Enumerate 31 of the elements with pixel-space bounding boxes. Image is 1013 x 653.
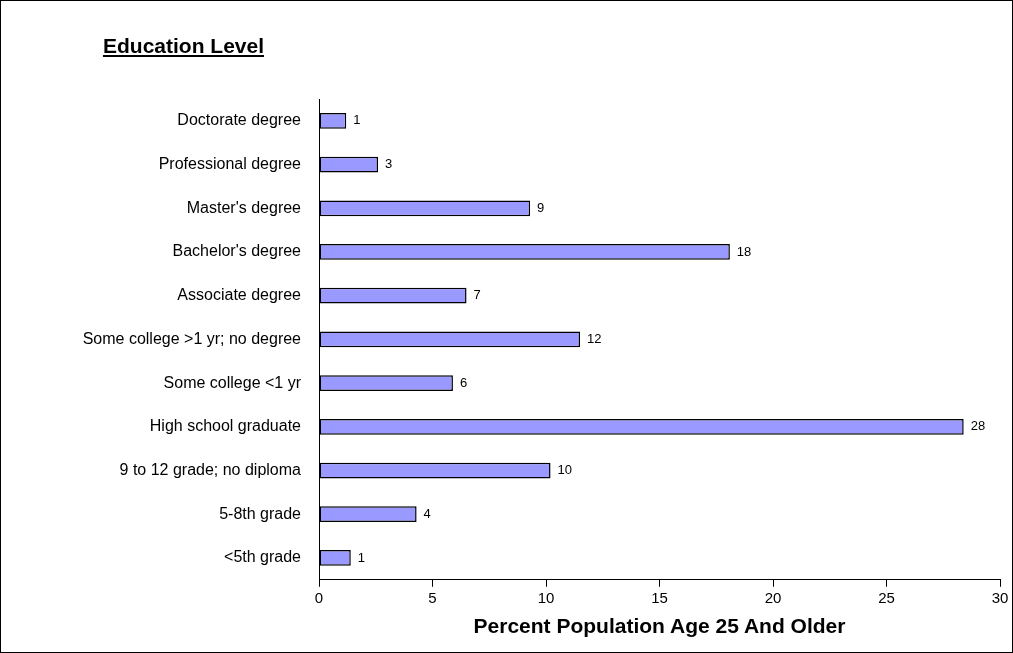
x-tick-label: 20 — [764, 588, 782, 606]
y-tick-label: Some college >1 yr; no degree — [82, 329, 302, 347]
data-label: 1 — [353, 112, 361, 128]
x-tick-label: 25 — [878, 588, 895, 606]
y-tick-label: 9 to 12 grade; no diploma — [119, 460, 302, 478]
y-tick-label: High school graduate — [149, 417, 302, 435]
y-tick-label: 5-8th grade — [219, 504, 302, 522]
data-label: 9 — [537, 199, 545, 215]
data-label: 4 — [423, 505, 431, 521]
data-label: 3 — [385, 156, 393, 172]
data-label: 28 — [970, 418, 986, 434]
x-tick-label: 10 — [537, 588, 555, 606]
data-label: 10 — [557, 462, 573, 478]
y-tick-label: Associate degree — [177, 286, 302, 304]
data-label: 18 — [736, 243, 752, 259]
data-label: 6 — [459, 374, 468, 390]
y-tick-label: Bachelor's degree — [172, 242, 302, 260]
data-label: 12 — [587, 330, 602, 346]
data-label: 7 — [473, 287, 481, 303]
y-tick-label: Professional degree — [158, 154, 302, 172]
y-tick-label: Master's degree — [186, 198, 302, 216]
y-tick-label: <5th grade — [224, 548, 302, 566]
data-label: 1 — [357, 549, 366, 565]
y-axis-title: Education Level — [101, 33, 265, 59]
x-tick-label: 0 — [314, 588, 324, 606]
x-tick-label: 30 — [991, 588, 1009, 606]
x-tick-label: 5 — [428, 588, 437, 606]
y-tick-label: Doctorate degree — [177, 111, 302, 129]
x-axis-title: Percent Population Age 25 And Older — [473, 614, 846, 638]
x-tick-label: 15 — [651, 588, 668, 606]
y-tick-label: Some college <1 yr — [163, 373, 302, 391]
